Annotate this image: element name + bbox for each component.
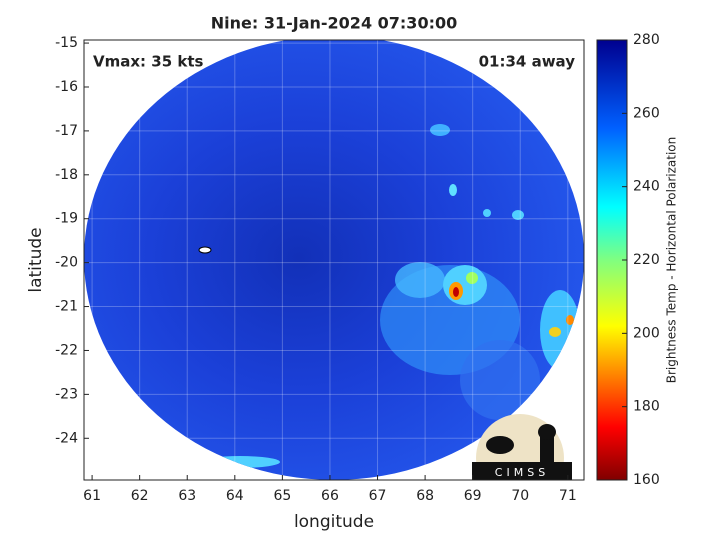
x-tick-label: 65 <box>273 488 291 504</box>
y-tick-label: -19 <box>55 211 78 227</box>
x-tick-label: 71 <box>559 488 577 504</box>
contour <box>198 246 212 254</box>
colorbar-tick-label: 220 <box>633 252 660 268</box>
logo-text: CIMSS <box>495 466 549 479</box>
x-tick-label: 63 <box>178 488 196 504</box>
colorbar-tick-label: 280 <box>633 32 660 48</box>
x-tick-label: 66 <box>321 488 339 504</box>
x-axis-label: longitude <box>294 512 374 532</box>
x-tick-label: 62 <box>131 488 149 504</box>
x-tick-label: 68 <box>416 488 434 504</box>
colorbar-tick-label: 240 <box>633 179 660 195</box>
y-tick-label: -23 <box>55 386 78 402</box>
x-tick-label: 67 <box>369 488 387 504</box>
y-tick-label: -18 <box>55 167 78 183</box>
y-tick-label: -15 <box>55 35 78 51</box>
y-tick-label: -20 <box>55 255 78 271</box>
y-axis-label: latitude <box>26 227 46 292</box>
annotation: 01:34 away <box>479 53 576 71</box>
satellite-image: CIMSS <box>84 40 584 480</box>
x-tick-label: 61 <box>83 488 101 504</box>
x-tick-label: 69 <box>464 488 482 504</box>
colorbar-label: Brightness Temp - Horizontal Polarizatio… <box>665 137 679 384</box>
chart-title: Nine: 31-Jan-2024 07:30:00 <box>211 14 457 33</box>
y-tick-label: -24 <box>55 430 78 446</box>
y-tick-label: -22 <box>55 342 78 358</box>
colorbar-tick-label: 200 <box>633 325 660 341</box>
y-tick-label: -16 <box>55 79 78 95</box>
colorbar-tick-label: 180 <box>633 399 660 415</box>
y-tick-label: -21 <box>55 299 78 315</box>
x-tick-label: 64 <box>226 488 244 504</box>
annotation: Vmax: 35 kts <box>93 53 203 71</box>
y-tick-label: -17 <box>55 123 78 139</box>
colorbar-tick-label: 260 <box>633 105 660 121</box>
colorbar-tick-label: 160 <box>633 472 660 488</box>
plot-frame <box>83 39 585 481</box>
x-tick-label: 70 <box>511 488 529 504</box>
logo: CIMSS <box>472 414 572 480</box>
